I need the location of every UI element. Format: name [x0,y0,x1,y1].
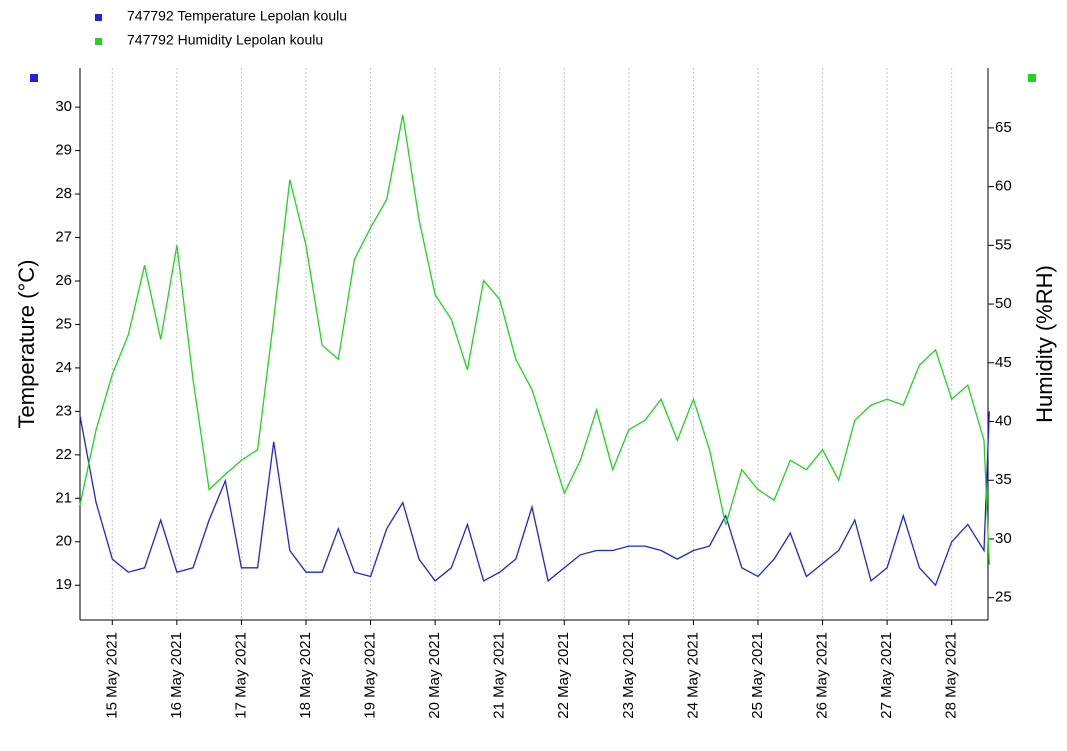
y-tick-label: 29 [55,142,72,159]
x-tick-label: 15 May 2021 [103,632,120,719]
y-tick-label: 30 [55,98,72,115]
y-tick-label: 24 [55,359,72,376]
y-tick-label: 22 [55,446,72,463]
y2-tick-label: 65 [995,119,1012,136]
x-tick-label: 27 May 2021 [878,632,895,719]
x-tick-label: 20 May 2021 [426,632,443,719]
y2-tick-label: 35 [995,471,1012,488]
x-tick-label: 24 May 2021 [684,632,701,719]
legend-swatch [95,38,102,45]
x-tick-label: 26 May 2021 [814,632,831,719]
x-tick-label: 18 May 2021 [297,632,314,719]
legend-swatch [95,14,102,21]
x-tick-label: 21 May 2021 [491,632,508,719]
y-tick-label: 28 [55,185,72,202]
y-tick-label: 25 [55,315,72,332]
y-tick-label: 23 [55,402,72,419]
x-tick-label: 16 May 2021 [168,632,185,719]
y-tick-label: 27 [55,228,72,245]
y2-tick-label: 25 [995,589,1012,606]
y2-tick-label: 40 [995,412,1012,429]
series-line [79,411,990,587]
x-tick-label: 19 May 2021 [362,632,379,719]
y-tick-label: 21 [55,489,72,506]
y2-tick-label: 60 [995,178,1012,195]
x-tick-label: 23 May 2021 [620,632,637,719]
y2-axis-title: Humidity (%RH) [1032,265,1057,423]
y-tick-label: 26 [55,272,72,289]
x-tick-label: 28 May 2021 [943,632,960,719]
y2-tick-label: 45 [995,354,1012,371]
legend-label: 747792 Humidity Lepolan koulu [127,32,323,48]
x-tick-label: 22 May 2021 [555,632,572,719]
x-tick-label: 17 May 2021 [232,632,249,719]
y2-tick-label: 55 [995,236,1012,253]
y-tick-label: 20 [55,533,72,550]
y-axis-title: Temperature (°C) [14,260,39,429]
series-line [79,114,990,565]
axis-marker [30,74,38,82]
y2-tick-label: 30 [995,530,1012,547]
y2-tick-label: 50 [995,295,1012,312]
x-tick-label: 25 May 2021 [749,632,766,719]
y-tick-label: 19 [55,576,72,593]
legend-label: 747792 Temperature Lepolan koulu [127,8,347,24]
axis-marker [1028,74,1036,82]
